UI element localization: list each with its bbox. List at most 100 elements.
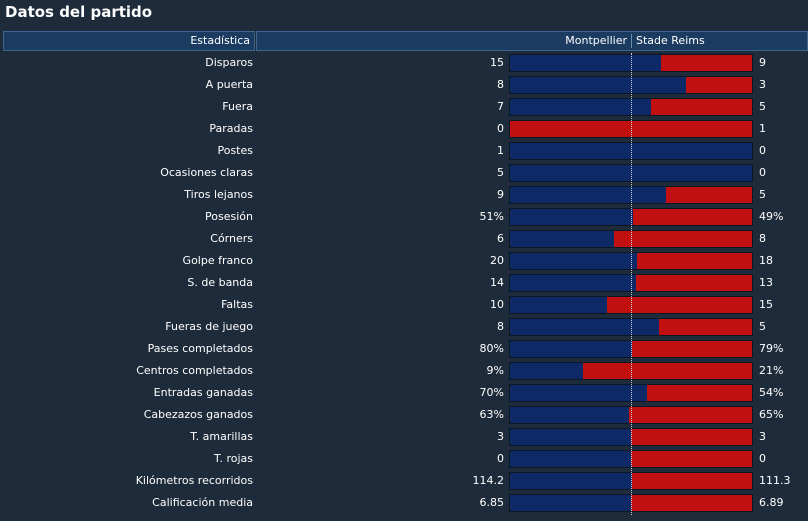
team1-bar-fill — [510, 231, 614, 247]
team1-bar-fill — [510, 187, 666, 203]
stat-comparison-bar — [509, 340, 753, 358]
stat-comparison-bar — [509, 406, 753, 424]
team1-bar-fill — [510, 473, 633, 489]
team2-value: 21% — [759, 364, 784, 377]
stat-comparison-bar — [509, 186, 753, 204]
team1-bar-fill — [510, 341, 632, 357]
team2-value: 0 — [759, 452, 766, 465]
stat-row: Posesión 51% 49% — [0, 206, 808, 228]
team2-value: 54% — [759, 386, 784, 399]
team1-value: 0 — [497, 122, 504, 135]
team1-value: 8 — [497, 78, 504, 91]
stat-comparison-bar — [509, 428, 753, 446]
team1-value: 80% — [479, 342, 504, 355]
team1-value: 114.2 — [472, 474, 505, 487]
team1-bar-fill — [510, 319, 659, 335]
team1-value: 70% — [479, 386, 504, 399]
stat-label: T. rojas — [214, 452, 253, 465]
team2-value: 5 — [759, 320, 766, 333]
stat-label: Golpe franco — [182, 254, 253, 267]
stat-row: Kilómetros recorridos 114.2 111.3 — [0, 470, 808, 492]
stat-label: Ocasiones claras — [160, 166, 253, 179]
stat-row: Córners 6 8 — [0, 228, 808, 250]
team2-value: 49% — [759, 210, 784, 223]
stat-label: Posesión — [205, 210, 253, 223]
stat-comparison-bar — [509, 252, 753, 270]
team1-bar-fill — [510, 55, 662, 71]
team2-value: 79% — [759, 342, 784, 355]
stat-label: Disparos — [205, 56, 253, 69]
stat-row: Disparos 15 9 — [0, 52, 808, 74]
team1-bar-fill — [510, 253, 638, 269]
stat-row: Pases completados 80% 79% — [0, 338, 808, 360]
team1-bar-fill — [510, 209, 634, 225]
stat-row: T. amarillas 3 3 — [0, 426, 808, 448]
stat-comparison-bar — [509, 76, 753, 94]
column-header-teams[interactable]: Montpellier Stade Reims — [256, 31, 808, 51]
stat-comparison-bar — [509, 384, 753, 402]
column-header-statistic-label: Estadística — [190, 34, 250, 47]
team1-value: 6.85 — [479, 496, 505, 509]
team1-bar-fill — [510, 407, 630, 423]
stat-row: Fueras de juego 8 5 — [0, 316, 808, 338]
stat-label: Fueras de juego — [165, 320, 253, 333]
stat-label: Tiros lejanos — [184, 188, 253, 201]
team1-value: 63% — [479, 408, 504, 421]
team2-name: Stade Reims — [636, 34, 705, 47]
stat-comparison-bar — [509, 472, 753, 490]
team2-value: 18 — [759, 254, 773, 267]
team1-value: 3 — [497, 430, 504, 443]
team2-value: 1 — [759, 122, 766, 135]
team1-value: 9% — [486, 364, 504, 377]
team2-value: 8 — [759, 232, 766, 245]
team2-value: 5 — [759, 100, 766, 113]
team1-value: 9 — [497, 188, 504, 201]
team1-value: 51% — [479, 210, 504, 223]
team1-value: 0 — [497, 452, 504, 465]
team1-bar-fill — [510, 165, 752, 181]
stat-row: Centros completados 9% 21% — [0, 360, 808, 382]
stat-comparison-bar — [509, 296, 753, 314]
stat-label: Paradas — [209, 122, 253, 135]
stat-comparison-bar — [509, 164, 753, 182]
team1-value: 15 — [490, 56, 504, 69]
stat-comparison-bar — [509, 142, 753, 160]
team1-value: 10 — [490, 298, 504, 311]
stat-comparison-bar — [509, 274, 753, 292]
team1-bar-fill — [510, 297, 607, 313]
stat-row: Paradas 0 1 — [0, 118, 808, 140]
page-title: Datos del partido — [5, 3, 153, 21]
team1-value: 14 — [490, 276, 504, 289]
team1-bar-fill — [510, 275, 636, 291]
stat-row: T. rojas 0 0 — [0, 448, 808, 470]
team1-value: 6 — [497, 232, 504, 245]
column-header-statistic[interactable]: Estadística — [3, 31, 255, 51]
stat-comparison-bar — [509, 450, 753, 468]
stat-row: Fuera 7 5 — [0, 96, 808, 118]
team2-value: 0 — [759, 166, 766, 179]
team1-bar-fill — [510, 429, 631, 445]
stat-row: Faltas 10 15 — [0, 294, 808, 316]
stat-label: T. amarillas — [190, 430, 253, 443]
stat-label: Córners — [210, 232, 253, 245]
team2-value: 13 — [759, 276, 773, 289]
stat-label: Faltas — [221, 298, 253, 311]
team1-bar-fill — [510, 385, 647, 401]
team1-value: 5 — [497, 166, 504, 179]
team1-bar-fill — [510, 143, 752, 159]
stat-row: Golpe franco 20 18 — [0, 250, 808, 272]
team2-value: 111.3 — [759, 474, 791, 487]
stat-comparison-bar — [509, 362, 753, 380]
team2-value: 15 — [759, 298, 773, 311]
stat-row: S. de banda 14 13 — [0, 272, 808, 294]
team2-value: 9 — [759, 56, 766, 69]
stat-row: Tiros lejanos 9 5 — [0, 184, 808, 206]
stat-label: S. de banda — [187, 276, 253, 289]
stat-row: Cabezazos ganados 63% 65% — [0, 404, 808, 426]
stat-label: A puerta — [205, 78, 253, 91]
team1-value: 7 — [497, 100, 504, 113]
team1-name: Montpellier — [565, 34, 627, 47]
stat-label: Postes — [217, 144, 253, 157]
team1-value: 1 — [497, 144, 504, 157]
team1-bar-fill — [510, 77, 686, 93]
